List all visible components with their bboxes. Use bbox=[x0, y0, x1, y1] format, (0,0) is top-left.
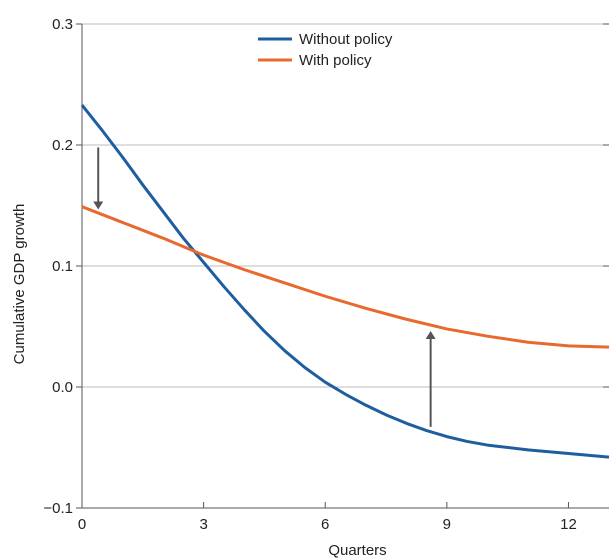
y-tick-label: 0.3 bbox=[52, 16, 73, 33]
x-tick-label: 0 bbox=[78, 516, 86, 533]
y-tick-label: 0.2 bbox=[52, 137, 73, 154]
y-tick-label: 0.1 bbox=[52, 258, 73, 275]
series-line-0 bbox=[80, 104, 610, 459]
axes: −0.1 0.0 0.1 0.2 0.3 0 3 6 9 12 bbox=[43, 16, 609, 533]
legend: Without policy With policy bbox=[258, 31, 393, 69]
legend-label-0: Without policy bbox=[299, 31, 393, 48]
x-tick-label: 3 bbox=[199, 516, 207, 533]
y-axis-title: Cumulative GDP growth bbox=[11, 204, 28, 365]
series-line-1 bbox=[81, 205, 610, 349]
x-tick-label: 12 bbox=[560, 516, 577, 533]
x-axis-title: Quarters bbox=[328, 542, 386, 558]
series-lines bbox=[80, 104, 610, 459]
x-tick-label: 9 bbox=[443, 516, 451, 533]
gridlines bbox=[82, 23, 609, 388]
y-tick-label: −0.1 bbox=[43, 500, 73, 517]
annotations bbox=[93, 147, 436, 427]
y-tick-label: 0.0 bbox=[52, 379, 73, 396]
legend-label-1: With policy bbox=[299, 52, 372, 69]
x-tick-label: 6 bbox=[321, 516, 329, 533]
